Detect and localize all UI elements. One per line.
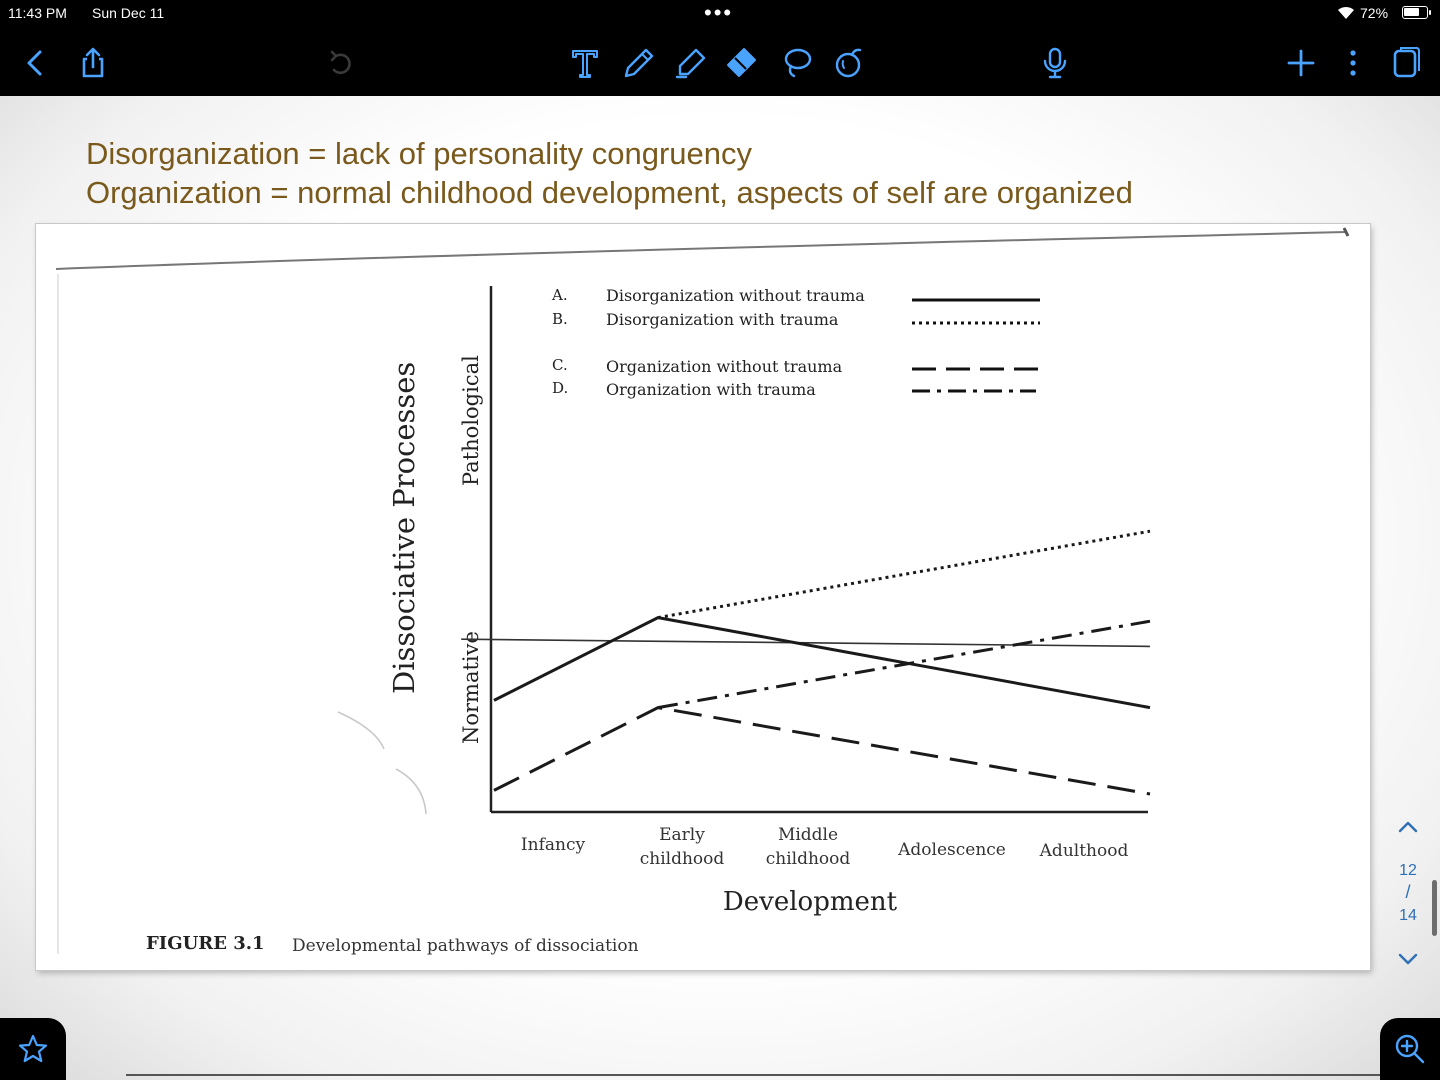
add-page-icon: [1287, 49, 1315, 77]
legend-label-a: Disorganization without trauma: [606, 286, 865, 305]
legend: A. Disorganization without trauma B. Dis…: [551, 286, 1040, 399]
x-tick-label: Infancy: [521, 835, 586, 855]
legend-letter-d: D.: [552, 379, 568, 397]
favorite-button[interactable]: [0, 1018, 66, 1080]
threshold-line: [461, 638, 1151, 648]
previous-page-icon[interactable]: [1394, 816, 1422, 838]
more-options-icon: [1350, 50, 1356, 76]
elements-icon: [835, 48, 862, 78]
y-axis-upper-label: Pathological: [459, 355, 483, 486]
share-button[interactable]: [70, 40, 116, 86]
pen-tool-button[interactable]: [616, 40, 662, 86]
top-bar: 11:43 PM Sun Dec 11 ••• 72%: [0, 0, 1440, 96]
legend-letter-a: A.: [551, 286, 568, 304]
current-page: 12: [1399, 862, 1417, 879]
legend-letter-c: C.: [552, 356, 568, 374]
add-page-button[interactable]: [1278, 40, 1324, 86]
text-tool-button[interactable]: [562, 40, 608, 86]
plot-area: [461, 529, 1151, 796]
battery-icon: [1402, 6, 1431, 19]
share-icon: [82, 47, 104, 78]
figure-canvas: A. Disorganization without trauma B. Dis…: [55, 227, 1350, 956]
page-view-button[interactable]: [1382, 40, 1428, 86]
legend-label-c: Organization without trauma: [606, 357, 843, 376]
page-separator: /: [1405, 882, 1411, 902]
x-tick-label: Middle: [778, 825, 838, 845]
battery-percent: 72%: [1360, 5, 1389, 21]
legend-label-d: Organization with trauma: [606, 380, 816, 399]
handwritten-note-line-2: Organization = normal childhood developm…: [86, 175, 1133, 210]
total-pages: 14: [1399, 907, 1417, 924]
pen-icon: [624, 48, 654, 78]
status-date: Sun Dec 11: [92, 5, 165, 21]
lasso-icon: [784, 48, 812, 78]
elements-tool-button[interactable]: [826, 40, 872, 86]
undo-button[interactable]: [318, 40, 364, 86]
next-page-icon[interactable]: [1394, 948, 1422, 970]
legend-label-b: Disorganization with trauma: [606, 310, 839, 329]
series-line-solid: [493, 616, 1151, 710]
series-line-dash-dot: [657, 619, 1151, 710]
scan-edge-line: [55, 231, 1347, 270]
y-axis-lower-label: Normative: [459, 631, 483, 744]
x-tick-labels: Infancy Early childhood Middle childhood…: [521, 825, 1129, 869]
series-line-dashed: [493, 706, 1151, 796]
highlighter-icon: [675, 48, 706, 79]
x-tick-label: childhood: [766, 849, 851, 869]
star-icon: [18, 1034, 48, 1063]
scan-corner-mark: [1342, 227, 1350, 237]
undo-icon: [330, 50, 351, 75]
back-button[interactable]: [12, 40, 58, 86]
x-tick-label: Early: [659, 825, 705, 845]
x-axis-title: Development: [723, 887, 898, 917]
wifi-icon: [1338, 6, 1354, 20]
back-icon: [27, 50, 42, 76]
microphone-button[interactable]: [1032, 40, 1078, 86]
handwritten-note-line-1: Disorganization = lack of personality co…: [86, 136, 753, 171]
text-tool-icon: [572, 50, 598, 78]
eraser-tool-button[interactable]: [718, 40, 764, 86]
y-axis-title: Dissociative Processes: [387, 362, 421, 694]
home-indicator-line: [126, 1074, 1380, 1076]
zoom-in-icon: [1395, 1034, 1425, 1064]
legend-letter-b: B.: [552, 310, 568, 328]
zoom-button[interactable]: [1380, 1018, 1440, 1080]
page-view-icon: [1393, 47, 1420, 78]
more-options-button[interactable]: [1330, 40, 1376, 86]
figure-caption-number: FIGURE 3.1: [146, 933, 265, 954]
battery-level: [1404, 8, 1420, 16]
status-time: 11:43 PM: [8, 5, 67, 21]
eraser-icon: [727, 48, 756, 77]
x-tick-label: Adulthood: [1039, 841, 1129, 861]
microphone-icon: [1043, 47, 1067, 79]
figure-caption-text: Developmental pathways of dissociation: [292, 936, 639, 956]
multitasking-dots[interactable]: •••: [704, 0, 734, 25]
scrollbar[interactable]: [1432, 880, 1437, 936]
scan-mark: [337, 711, 385, 750]
scan-mark: [395, 768, 427, 815]
lasso-tool-button[interactable]: [774, 40, 820, 86]
page-navigator: 12 / 14: [1386, 812, 1430, 972]
series-line-dotted: [657, 529, 1151, 620]
scanned-figure: A. Disorganization without trauma B. Dis…: [36, 224, 1370, 970]
x-tick-label: childhood: [640, 849, 725, 869]
highlighter-tool-button[interactable]: [668, 40, 714, 86]
x-tick-label: Adolescence: [897, 840, 1006, 860]
